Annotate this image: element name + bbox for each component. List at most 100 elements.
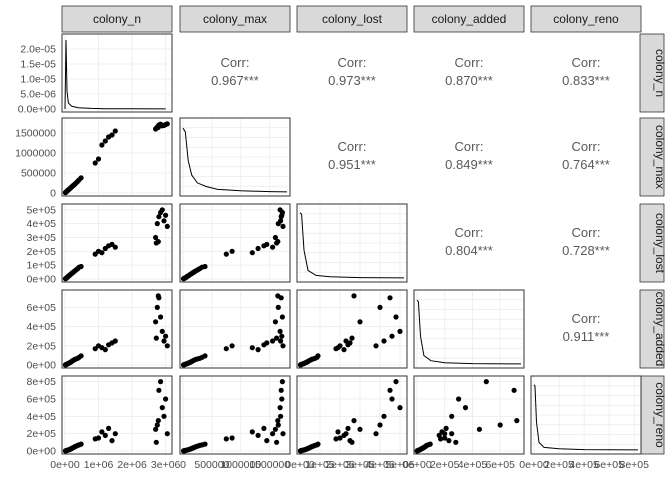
data-point xyxy=(315,441,321,447)
data-point xyxy=(514,418,520,424)
data-point xyxy=(270,431,276,437)
data-point xyxy=(153,439,159,445)
data-point xyxy=(155,239,161,245)
data-point xyxy=(255,432,261,438)
panel-border xyxy=(179,289,291,369)
data-point xyxy=(164,343,170,349)
data-point xyxy=(272,234,278,241)
x-tick-label: 5e+05 xyxy=(385,459,415,471)
data-point xyxy=(497,422,503,428)
y-tick-label: 0e+00 xyxy=(27,360,57,372)
data-point xyxy=(373,343,379,349)
data-point xyxy=(335,429,341,435)
panel-border xyxy=(179,375,291,455)
data-point xyxy=(112,244,118,250)
y-tick-label: 8e+05 xyxy=(27,376,57,388)
y-tick-label: 1500000 xyxy=(15,128,56,140)
panel-border xyxy=(61,203,173,283)
panel-border xyxy=(530,375,642,455)
corr-label: Corr: xyxy=(455,225,484,240)
data-point xyxy=(442,431,448,437)
data-point xyxy=(158,314,164,320)
data-point xyxy=(102,347,108,353)
data-point xyxy=(387,387,393,393)
corr-value: 0.764*** xyxy=(562,157,610,172)
x-tick-label: 1e+06 xyxy=(84,459,114,471)
data-point xyxy=(255,245,261,252)
data-point xyxy=(275,293,281,299)
data-point xyxy=(436,432,442,438)
strip-col-label-colony_added: colony_added xyxy=(432,12,507,26)
corr-label: Corr: xyxy=(572,225,601,240)
data-point xyxy=(349,335,355,341)
y-tick-label: 1e+05 xyxy=(27,260,57,272)
data-point xyxy=(446,438,452,444)
data-point xyxy=(387,295,393,301)
x-tick-label: 4e+05 xyxy=(569,459,599,471)
data-point xyxy=(99,250,105,256)
data-point xyxy=(112,338,118,344)
data-point xyxy=(155,418,161,424)
data-point xyxy=(78,175,84,181)
strip-col-colony_max xyxy=(179,5,291,33)
corr-label: Corr: xyxy=(572,55,601,70)
data-point xyxy=(164,121,170,127)
data-point xyxy=(274,439,280,445)
data-point xyxy=(153,319,159,325)
data-point xyxy=(99,429,105,435)
panel-border xyxy=(61,375,173,455)
x-tick-label: 8e+05 xyxy=(619,459,649,471)
data-point xyxy=(277,328,283,334)
corr-value: 0.849*** xyxy=(445,157,493,172)
strip-col-colony_n xyxy=(61,5,173,33)
data-point xyxy=(279,396,285,402)
data-point xyxy=(158,379,164,385)
data-point xyxy=(163,396,169,402)
data-point xyxy=(153,335,159,341)
data-point xyxy=(453,439,459,445)
data-point xyxy=(159,207,165,213)
density-line-colony_added xyxy=(416,299,522,365)
data-point xyxy=(272,426,278,432)
data-point xyxy=(156,214,162,220)
data-point xyxy=(154,422,160,428)
data-point xyxy=(377,422,383,428)
density-line-colony_n xyxy=(64,39,166,110)
data-point xyxy=(264,340,270,346)
data-point xyxy=(154,304,160,310)
corr-label: Corr: xyxy=(455,139,484,154)
corr-value: 0.973*** xyxy=(328,73,376,88)
data-point xyxy=(442,435,448,441)
density-line-colony_lost xyxy=(299,212,405,279)
y-tick-label: 3e+05 xyxy=(27,232,57,244)
y-tick-label: 1.0e-05 xyxy=(20,74,56,86)
y-tick-label: 6e+05 xyxy=(27,393,57,405)
data-point xyxy=(78,441,84,447)
data-point xyxy=(202,441,208,447)
data-point xyxy=(229,248,235,254)
x-tick-label: 3e+06 xyxy=(151,459,181,471)
corr-value: 0.911*** xyxy=(563,329,610,344)
strip-row-colony_added xyxy=(639,289,665,369)
data-point xyxy=(249,345,255,351)
x-tick-label: 0e+00 xyxy=(285,459,315,471)
data-point xyxy=(163,212,169,218)
corr-label: Corr: xyxy=(455,55,484,70)
data-point xyxy=(279,379,285,385)
strip-row-label-colony_n: colony_n xyxy=(653,49,667,97)
data-point xyxy=(102,432,108,438)
data-point xyxy=(315,353,321,359)
y-tick-label: 0 xyxy=(50,188,56,200)
y-tick-label: 2e+05 xyxy=(27,428,57,440)
panel-border xyxy=(296,375,408,455)
corr-label: Corr: xyxy=(572,311,601,326)
data-point xyxy=(249,250,255,256)
data-point xyxy=(223,346,229,352)
corr-label: Corr: xyxy=(338,139,367,154)
data-point xyxy=(275,239,281,245)
data-point xyxy=(443,425,449,431)
data-point xyxy=(462,405,469,411)
corr-value: 0.951*** xyxy=(328,157,376,172)
data-point xyxy=(476,426,482,432)
x-tick-label: 2e+05 xyxy=(544,459,574,471)
